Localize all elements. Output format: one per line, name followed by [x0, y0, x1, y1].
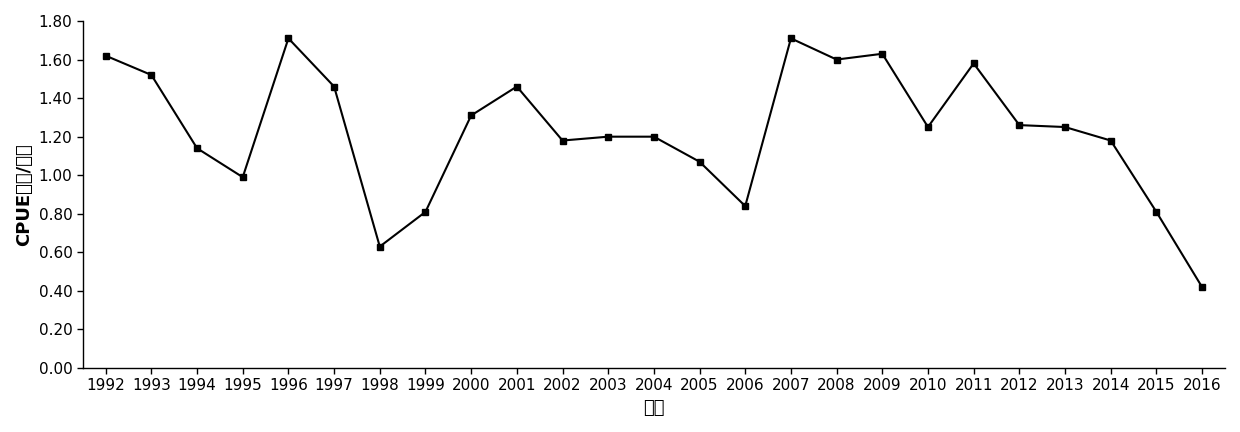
X-axis label: 年份: 年份	[644, 399, 665, 417]
Y-axis label: CPUE（吨/天）: CPUE（吨/天）	[15, 143, 33, 246]
